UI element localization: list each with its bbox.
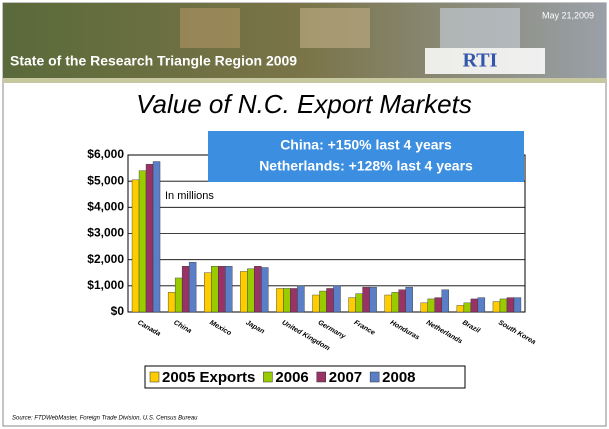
bar bbox=[225, 266, 233, 313]
bar bbox=[218, 266, 226, 313]
bar bbox=[513, 297, 522, 313]
bar bbox=[211, 266, 219, 313]
bar bbox=[167, 292, 176, 313]
bar bbox=[369, 286, 377, 313]
legend-label: 2007 bbox=[329, 369, 362, 386]
bar bbox=[145, 163, 154, 313]
bar bbox=[319, 290, 327, 313]
bar bbox=[434, 297, 442, 313]
legend-box bbox=[144, 365, 466, 389]
legend: 2005 Exports 2006 2007 2008 bbox=[144, 365, 466, 389]
bar bbox=[247, 268, 255, 313]
bar bbox=[398, 289, 406, 313]
bar bbox=[463, 302, 472, 313]
annotation: China: +150% last 4 years bbox=[280, 137, 452, 153]
y-tick-label: $0 bbox=[111, 304, 125, 318]
legend-swatch bbox=[369, 371, 380, 383]
y-tick-label: $2,000 bbox=[87, 252, 124, 266]
bar bbox=[276, 288, 284, 313]
bar bbox=[362, 286, 370, 313]
bar bbox=[312, 294, 320, 313]
bar bbox=[405, 286, 413, 313]
bar bbox=[348, 297, 356, 313]
annotation-box bbox=[208, 131, 524, 182]
bar bbox=[138, 170, 147, 313]
bar bbox=[456, 305, 465, 313]
bar bbox=[297, 285, 305, 313]
bar bbox=[355, 293, 363, 313]
bar bbox=[181, 266, 190, 313]
bar bbox=[477, 297, 486, 313]
header-date: May 21,2009 bbox=[542, 10, 594, 20]
bar bbox=[174, 277, 183, 313]
bar bbox=[240, 271, 248, 313]
banner-strip bbox=[3, 78, 606, 83]
legend-swatch bbox=[316, 371, 327, 383]
bar bbox=[261, 267, 269, 313]
bar bbox=[204, 272, 212, 313]
header-title: State of the Research Triangle Region 20… bbox=[10, 53, 297, 69]
logo: RTI bbox=[463, 50, 498, 72]
banner-photo bbox=[300, 8, 370, 48]
bar bbox=[499, 298, 508, 313]
bar bbox=[326, 288, 334, 313]
unit-note: In millions bbox=[165, 190, 214, 202]
legend-label: 2008 bbox=[382, 369, 415, 386]
y-tick-label: $5,000 bbox=[87, 173, 124, 187]
bar bbox=[427, 298, 435, 313]
source: Source: FTDWebMaster, Foreign Trade Divi… bbox=[12, 416, 198, 422]
bar bbox=[391, 292, 399, 313]
legend-swatch bbox=[263, 371, 273, 383]
legend-swatch bbox=[149, 371, 160, 383]
legend-label: 2006 bbox=[275, 369, 308, 386]
bar bbox=[188, 262, 197, 313]
y-tick-label: $1,000 bbox=[87, 278, 124, 292]
bar bbox=[152, 161, 161, 313]
bar bbox=[283, 288, 291, 313]
banner-photo bbox=[440, 8, 520, 48]
bar bbox=[492, 301, 501, 313]
legend-label: 2005 Exports bbox=[162, 369, 255, 386]
bar bbox=[333, 285, 341, 313]
y-tick-label: $4,000 bbox=[87, 200, 124, 214]
bar bbox=[470, 298, 479, 313]
bar bbox=[254, 266, 262, 313]
bar bbox=[420, 302, 428, 313]
y-tick-label: $3,000 bbox=[87, 226, 124, 240]
bar bbox=[506, 297, 515, 313]
y-tick-label: $6,000 bbox=[87, 147, 124, 161]
bar bbox=[290, 288, 298, 313]
bar bbox=[384, 294, 392, 313]
banner-photo bbox=[180, 8, 240, 48]
annotation: Netherlands: +128% last 4 years bbox=[259, 158, 473, 174]
chart-title: Value of N.C. Export Markets bbox=[136, 89, 472, 119]
bar bbox=[441, 289, 449, 313]
bar bbox=[131, 179, 140, 313]
logo-box bbox=[425, 48, 545, 74]
